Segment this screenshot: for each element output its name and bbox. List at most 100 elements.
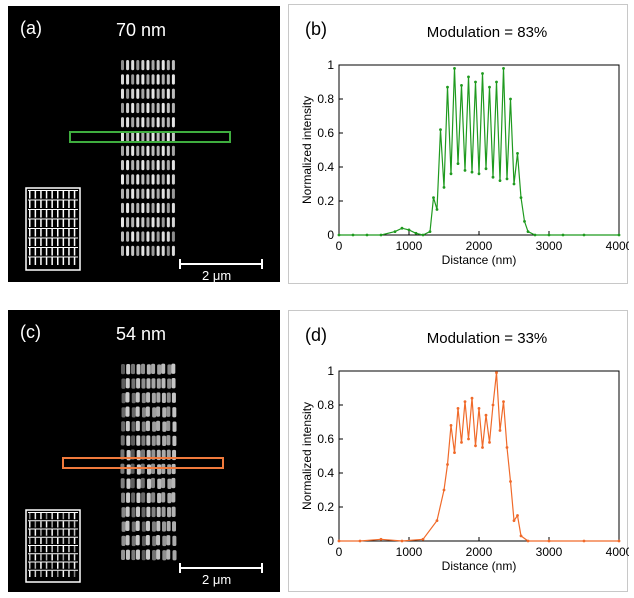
grating-line xyxy=(136,188,140,199)
inset-line xyxy=(68,191,70,199)
grating-line xyxy=(152,407,157,418)
grating-line xyxy=(151,117,155,128)
inset-line xyxy=(34,570,37,577)
inset-line xyxy=(68,248,70,256)
inset-line xyxy=(45,257,48,265)
grating-line xyxy=(167,507,172,518)
inset-frame xyxy=(25,187,81,271)
inset-line xyxy=(62,248,65,256)
inset-line xyxy=(68,537,70,544)
grating-line xyxy=(161,492,166,503)
grating-line xyxy=(156,231,160,242)
data-point xyxy=(509,97,512,101)
grating-line xyxy=(141,421,146,432)
inset-line xyxy=(40,257,42,265)
y-tick-label: 0 xyxy=(327,534,334,548)
grating-line xyxy=(152,421,157,432)
data-point xyxy=(474,80,477,84)
grating-line xyxy=(141,174,145,185)
data-point xyxy=(519,196,523,200)
inset-line xyxy=(62,537,65,544)
inset-line xyxy=(62,521,65,528)
inset-line xyxy=(40,219,42,227)
grating-line xyxy=(156,535,161,546)
grating-line xyxy=(136,378,141,389)
grating-line xyxy=(161,231,165,242)
grating-line xyxy=(161,363,166,374)
data-point xyxy=(432,196,435,200)
data-point xyxy=(400,539,404,543)
y-tick-label: 0.8 xyxy=(317,92,334,106)
grating-line xyxy=(126,88,130,99)
grating-line xyxy=(131,88,135,99)
grating-line xyxy=(121,102,124,114)
grating-line xyxy=(156,520,161,532)
grating-line xyxy=(136,464,141,475)
inset-line xyxy=(29,200,31,208)
data-point xyxy=(512,519,516,522)
grating-line xyxy=(135,549,140,560)
grating-line xyxy=(166,217,170,228)
grating-line xyxy=(141,202,145,214)
inset-crossbar xyxy=(28,190,78,191)
grating-line xyxy=(151,217,155,228)
grating-line xyxy=(131,217,135,228)
inset-line xyxy=(57,248,59,256)
grating-line xyxy=(141,231,145,242)
grating-line xyxy=(121,217,124,228)
grating-line xyxy=(161,477,166,489)
grating-line xyxy=(171,245,175,256)
grating-line xyxy=(131,174,135,185)
data-point xyxy=(407,228,411,232)
grating-line xyxy=(161,188,165,199)
grating-line xyxy=(171,217,175,228)
inset-line xyxy=(62,210,65,218)
data-point xyxy=(435,208,439,211)
inset-line xyxy=(29,537,31,544)
inset-line xyxy=(51,200,53,208)
grating-line xyxy=(161,88,165,99)
data-point xyxy=(491,175,495,179)
grating-line xyxy=(167,478,172,489)
grating-line xyxy=(141,492,146,503)
grating-line xyxy=(156,102,160,114)
grating-line xyxy=(141,506,146,518)
grating-line xyxy=(125,392,130,403)
inset-line xyxy=(57,546,59,553)
grating-line xyxy=(146,231,150,242)
y-tick-label: 1 xyxy=(327,58,334,72)
grating-line xyxy=(136,492,141,503)
grating-line xyxy=(156,392,161,403)
grating-line xyxy=(162,421,167,432)
inset-line xyxy=(45,513,48,520)
grating-line xyxy=(145,406,150,417)
grating-line xyxy=(151,145,155,156)
inset-line xyxy=(62,529,65,536)
inset-line xyxy=(34,248,37,256)
grating-line xyxy=(125,420,130,432)
inset-line xyxy=(57,257,59,265)
inset-line xyxy=(73,554,76,561)
inset-line xyxy=(51,546,53,553)
grating-line xyxy=(171,117,175,128)
inset-line xyxy=(29,257,31,265)
grating-line xyxy=(136,202,140,214)
data-point xyxy=(491,403,495,407)
grating-line xyxy=(141,521,146,532)
grating-line xyxy=(171,378,176,389)
y-tick-label: 0.2 xyxy=(317,194,334,208)
chart-title: Modulation = 83% xyxy=(427,24,548,41)
grating-line xyxy=(161,145,165,156)
grating-line xyxy=(131,188,135,199)
grating-line xyxy=(121,74,124,85)
grating-line xyxy=(131,245,135,256)
data-point xyxy=(477,407,481,410)
x-tick-label: 0 xyxy=(336,545,343,559)
grating-line xyxy=(131,131,135,142)
grating-line xyxy=(166,117,170,128)
grating-line xyxy=(166,392,171,403)
grating-line xyxy=(135,420,140,432)
grating-line xyxy=(166,521,171,532)
scale-bar-label-c: 2 μm xyxy=(202,572,232,587)
inset-line xyxy=(51,513,53,520)
